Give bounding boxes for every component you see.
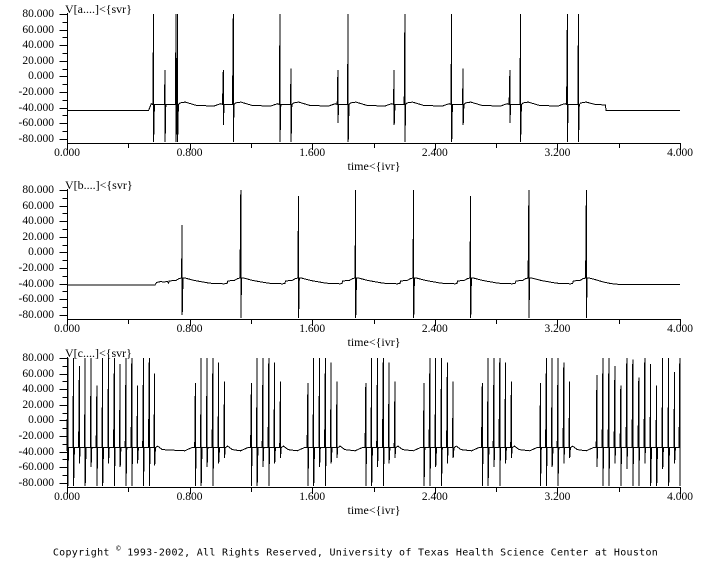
y-tick-label: -40.000 [18, 277, 54, 290]
x-tick-label: 1.600 [299, 491, 326, 503]
y-tick-label: 20.000 [22, 54, 54, 67]
x-tick-label: 2.400 [421, 147, 448, 159]
y-tick-label: -60.000 [18, 117, 54, 130]
plot2-title: V[b....]<{svr} [65, 178, 133, 192]
plot2-x-axis-title: time<{ivr} [347, 335, 401, 349]
y-tick-label: 0.000 [28, 414, 54, 427]
x-tick-label: 2.400 [421, 323, 448, 335]
x-tick-label: 0.800 [176, 323, 203, 335]
y-tick-label: 60.000 [22, 199, 54, 212]
y-tick-label: -60.000 [18, 293, 54, 306]
x-tick-label: 4.000 [667, 323, 693, 335]
x-tick-label: 0.000 [54, 323, 80, 335]
y-tick-label: 80.000 [22, 184, 54, 196]
y-tick-label: -20.000 [18, 430, 54, 442]
y-tick-label: 80.000 [22, 352, 54, 364]
x-tick-label: 3.200 [544, 147, 571, 159]
y-tick-label: 80.000 [22, 8, 54, 20]
copyright-text: Copyright © 1993-2002, All Rights Reserv… [0, 544, 711, 558]
y-tick-label: -80.000 [18, 308, 54, 321]
y-tick-label: 40.000 [22, 215, 54, 228]
y-tick-label: -80.000 [18, 132, 54, 145]
y-tick-label: 20.000 [22, 398, 54, 411]
x-tick-label: 0.000 [54, 491, 80, 503]
voltage-trace [67, 13, 680, 142]
voltage-trace [66, 357, 681, 486]
x-tick-label: 2.400 [421, 491, 448, 503]
y-tick-label: 0.000 [28, 70, 54, 83]
x-tick-label: 0.800 [176, 491, 203, 503]
x-tick-label: 0.800 [176, 147, 203, 159]
x-tick-label: 3.200 [544, 491, 571, 503]
y-tick-label: -40.000 [18, 445, 54, 458]
copyright-rest: 1993-2002, All Rights Reserved, Universi… [120, 547, 659, 559]
y-tick-label: 40.000 [22, 39, 54, 52]
plot3-title: V[c....]<{svr} [65, 346, 132, 360]
plot1-x-axis-title: time<{ivr} [347, 159, 401, 173]
plot1-title: V[a....]<{svr} [65, 2, 132, 16]
x-tick-label: 3.200 [544, 323, 571, 335]
x-tick-label: 1.600 [299, 147, 326, 159]
y-tick-label: 60.000 [22, 367, 54, 380]
plot3-x-axis-title: time<{ivr} [347, 503, 401, 517]
voltage-trace [67, 189, 680, 318]
copyright-symbol: © [116, 544, 121, 553]
y-tick-label: 0.000 [28, 246, 54, 259]
y-tick-label: -20.000 [18, 86, 54, 98]
y-tick-label: 60.000 [22, 23, 54, 36]
y-tick-label: -20.000 [18, 262, 54, 274]
y-tick-label: -60.000 [18, 461, 54, 474]
copyright-word: Copyright [52, 547, 117, 559]
x-tick-label: 4.000 [667, 491, 693, 503]
x-tick-label: 4.000 [667, 147, 693, 159]
y-tick-label: -80.000 [18, 476, 54, 489]
x-tick-label: 1.600 [299, 323, 326, 335]
x-tick-label: 0.000 [54, 147, 80, 159]
y-tick-label: 20.000 [22, 230, 54, 243]
y-tick-label: -40.000 [18, 101, 54, 114]
y-tick-label: 40.000 [22, 383, 54, 396]
